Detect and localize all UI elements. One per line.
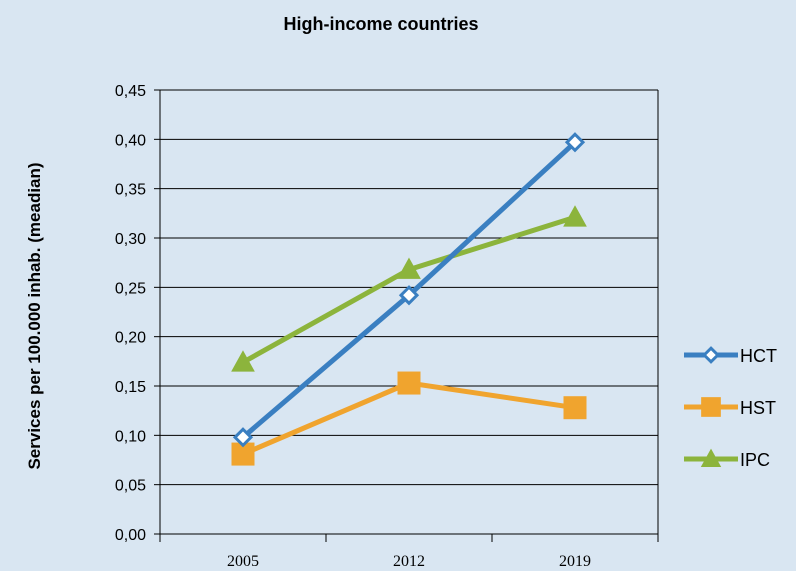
y-axis-label: Services per 100.000 inhab. (meadian) (25, 162, 44, 469)
data-point-ipc (231, 350, 255, 372)
y-tick-label: 0,20 (115, 330, 146, 347)
x-tick-label: 2019 (559, 553, 591, 570)
legend-marker-hst (701, 397, 721, 417)
legend-marker-hct (702, 346, 720, 364)
data-point-hct (398, 285, 420, 306)
y-tick-labels: 0,00 0,05 0,10 0,15 0,20 0,25 0,30 0,35 0,40 0,45 (115, 83, 146, 544)
x-tick-labels: 2005 2012 2019 (227, 553, 591, 570)
legend: HCT HST IPC (684, 346, 777, 470)
data-point-hst (397, 371, 421, 395)
data-point-hct (232, 427, 254, 448)
y-tick-label: 0,10 (115, 428, 146, 445)
legend-marker-ipc (700, 448, 722, 467)
data-point-hct (564, 132, 586, 153)
y-tick-label: 0,35 (115, 182, 146, 199)
x-tick-label: 2005 (227, 553, 259, 570)
y-tick-label: 0,25 (115, 280, 146, 297)
x-tick-label: 2012 (393, 553, 425, 570)
legend-label-hst: HST (740, 398, 776, 418)
y-tick-label: 0,15 (115, 379, 146, 396)
data-point-hst (563, 396, 587, 420)
y-tick-label: 0,45 (115, 83, 146, 100)
y-tick-label: 0,30 (115, 231, 146, 248)
legend-label-hct: HCT (740, 346, 777, 366)
axes (154, 89, 659, 542)
y-tick-label: 0,05 (115, 478, 146, 495)
data-point-ipc (397, 257, 421, 279)
legend-label-ipc: IPC (740, 450, 770, 470)
data-point-ipc (563, 205, 587, 227)
chart-title: High-income countries (283, 14, 478, 34)
y-tick-label: 0,40 (115, 132, 146, 149)
y-tick-label: 0,00 (115, 527, 146, 544)
series (231, 132, 587, 466)
